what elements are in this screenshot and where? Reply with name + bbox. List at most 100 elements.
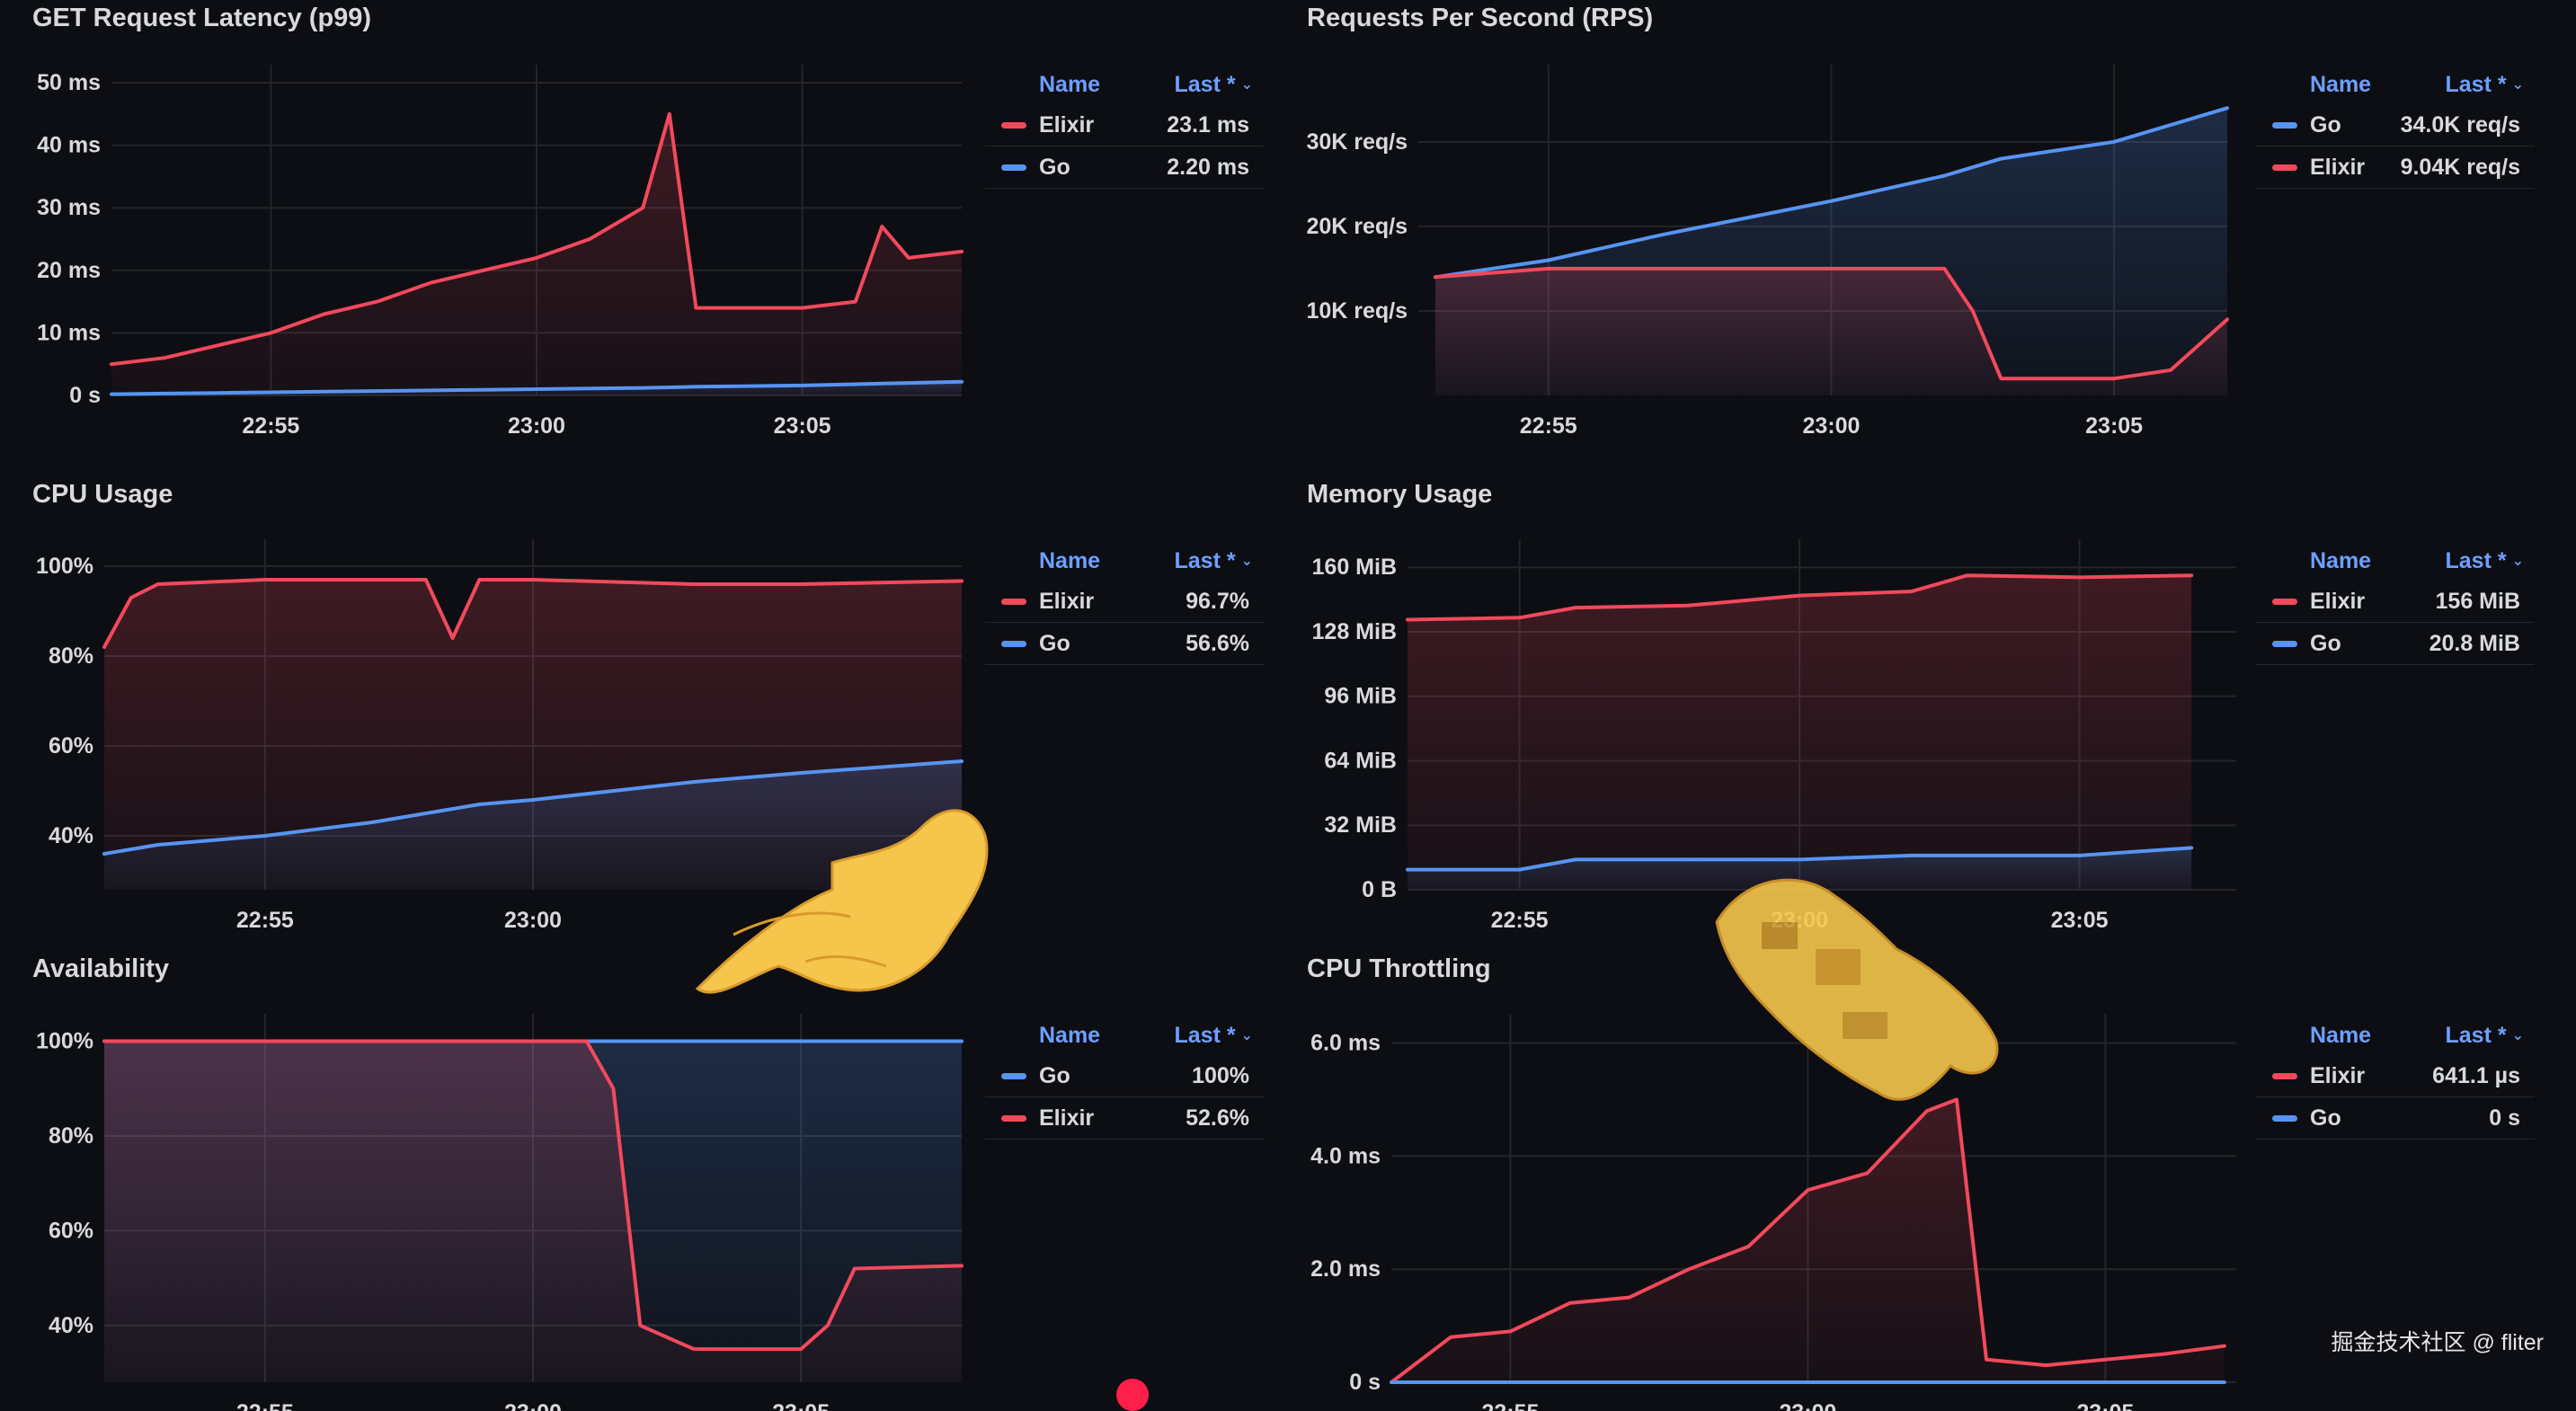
legend-series-name: Elixir [2310, 588, 2366, 614]
legend-series-name: Go [1039, 154, 1070, 180]
legend-row-go[interactable]: Go 100% [985, 1055, 1264, 1097]
legend-header-last[interactable]: Last * ⌄ [2446, 1023, 2525, 1049]
y-tick-label: 100% [36, 1029, 93, 1054]
y-tick-label: 20 ms [37, 258, 101, 283]
y-tick-label: 160 MiB [1312, 555, 1397, 580]
legend: Name Last * ⌄ Elixir 641.1 µs Go 0 s [2256, 1016, 2535, 1140]
legend-header-last-label: Last * [2445, 1022, 2507, 1048]
legend-series-last: 20.8 MiB [2429, 630, 2520, 656]
legend-row-elixir[interactable]: Elixir 96.7% [985, 581, 1264, 623]
series-area-elixir [1435, 268, 2227, 395]
legend: Name Last * ⌄ Go 100% Elixir 52.6% [985, 1016, 1264, 1140]
chart-memory-usage: 0 B 32 MiB 64 MiB 96 MiB 128 MiB 160 MiB 22:55… [1275, 530, 2263, 933]
legend-header: Name Last * ⌄ [2256, 65, 2535, 104]
series-swatch [2272, 1072, 2297, 1079]
x-tick-label: 22:55 [1520, 413, 1577, 439]
chart-svg: 40% 60% 80% 100% 22:55 23:00 [36, 539, 964, 933]
y-tick-label: 64 MiB [1324, 748, 1397, 773]
legend-row-go[interactable]: Go 34.0K req/s [2256, 104, 2535, 146]
legend-header-name[interactable]: Name [2310, 71, 2372, 97]
series-swatch [2272, 598, 2297, 605]
y-tick-label: 10 ms [37, 320, 101, 345]
chart-svg: 0 B 32 MiB 64 MiB 96 MiB 128 MiB 160 MiB 22:55… [1312, 539, 2236, 933]
legend-header-last[interactable]: Last * ⌄ [1175, 72, 1254, 98]
chart-cpu-usage: 40% 60% 80% 100% 22:55 23:00 [0, 530, 989, 933]
legend-series-last: 56.6% [1186, 630, 1249, 656]
y-tick-label: 50 ms [37, 70, 101, 95]
legend-header-last-label: Last * [2445, 547, 2507, 573]
panel-title[interactable]: CPU Usage [32, 480, 173, 509]
series-line-elixir [1390, 1097, 2226, 1384]
x-tick-label: 22:55 [236, 908, 294, 933]
legend-series-name: Elixir [2310, 154, 2366, 180]
series-swatch [2272, 1114, 2297, 1122]
legend-row-elixir[interactable]: Elixir 52.6% [985, 1097, 1264, 1140]
legend-series-name: Go [2310, 111, 2341, 138]
y-tick-label: 20K req/s [1306, 214, 1408, 239]
legend-row-elixir[interactable]: Elixir 641.1 µs [2256, 1055, 2535, 1097]
y-tick-label: 128 MiB [1312, 619, 1397, 644]
legend-header-name[interactable]: Name [1039, 71, 1101, 97]
chart-rps: 10K req/s 20K req/s 30K req/s 22:55 23:00 23:… [1275, 54, 2263, 440]
legend-header: Name Last * ⌄ [2256, 541, 2535, 581]
series-swatch [1001, 121, 1026, 129]
legend-row-elixir[interactable]: Elixir 23.1 ms [985, 104, 1264, 146]
chart-svg: 40% 60% 80% 100% 22:55 23:00 23:05 [36, 1014, 964, 1411]
pointing-hand-icon [1708, 868, 2004, 1124]
series-swatch [2272, 640, 2297, 647]
panel-title[interactable]: Availability [32, 954, 170, 983]
legend-header-last[interactable]: Last * ⌄ [2446, 72, 2525, 98]
series-area-elixir [104, 1041, 962, 1382]
legend-row-go[interactable]: Go 0 s [2256, 1097, 2535, 1140]
series-line-elixir [1433, 266, 2229, 381]
legend: Name Last * ⌄ Elixir 23.1 ms Go 2.20 ms [985, 65, 1264, 189]
y-tick-label: 40 ms [37, 133, 101, 158]
panel-availability: Availability 40% 60% 80% 100% 22:55 23:00 23:0… [0, 951, 1276, 1411]
legend-header-last[interactable]: Last * ⌄ [1175, 548, 1254, 574]
legend-header-name[interactable]: Name [1039, 547, 1101, 573]
legend-series-last: 2.20 ms [1167, 154, 1249, 180]
legend-row-elixir[interactable]: Elixir 156 MiB [2256, 581, 2535, 623]
legend-header-name[interactable]: Name [2310, 547, 2372, 573]
x-tick-label: 23:05 [772, 1400, 830, 1411]
legend-series-last: 100% [1192, 1062, 1249, 1088]
series-swatch [1001, 640, 1026, 647]
y-tick-label: 80% [49, 643, 93, 669]
legend-row-elixir[interactable]: Elixir 9.04K req/s [2256, 146, 2535, 189]
y-tick-label: 32 MiB [1324, 812, 1397, 838]
chart-svg: 0 s 10 ms 20 ms 30 ms 40 ms 50 ms 22:55 23:00 23… [37, 65, 964, 439]
x-tick-label: 23:05 [774, 413, 831, 439]
chevron-down-icon: ⌄ [1240, 1028, 1253, 1043]
x-tick-label: 23:00 [1802, 413, 1860, 439]
series-line-go [1433, 106, 2229, 280]
x-tick-label: 23:00 [504, 908, 562, 933]
chevron-down-icon: ⌄ [1240, 554, 1253, 569]
series-line-go [102, 759, 964, 856]
y-tick-label: 30 ms [37, 195, 101, 220]
legend-row-go[interactable]: Go 56.6% [985, 623, 1264, 665]
y-tick-label: 10K req/s [1306, 298, 1408, 324]
x-tick-label: 23:00 [1779, 1400, 1836, 1411]
y-tick-label: 0 s [69, 383, 101, 408]
y-tick-label: 96 MiB [1324, 684, 1397, 709]
panel-title[interactable]: Requests Per Second (RPS) [1307, 4, 1654, 32]
x-tick-label: 23:05 [2076, 1400, 2134, 1411]
series-line-elixir [110, 111, 964, 367]
panel-title[interactable]: CPU Throttling [1307, 954, 1491, 983]
panel-title[interactable]: Memory Usage [1307, 480, 1493, 509]
legend-header-name[interactable]: Name [1039, 1022, 1101, 1048]
legend-header-last[interactable]: Last * ⌄ [1175, 1023, 1254, 1049]
chevron-down-icon: ⌄ [2511, 77, 2524, 93]
x-tick-label: 23:05 [2085, 413, 2143, 439]
legend-header-last[interactable]: Last * ⌄ [2446, 548, 2525, 574]
chevron-down-icon: ⌄ [1240, 77, 1253, 93]
legend-row-go[interactable]: Go 20.8 MiB [2256, 623, 2535, 665]
y-tick-label: 0 s [1349, 1370, 1381, 1395]
series-line-go [1406, 846, 2194, 872]
legend-header-name[interactable]: Name [2310, 1022, 2372, 1048]
legend-row-go[interactable]: Go 2.20 ms [985, 146, 1264, 189]
y-tick-label: 80% [49, 1123, 93, 1149]
series-area-elixir [1391, 1099, 2225, 1382]
chevron-down-icon: ⌄ [2511, 554, 2524, 569]
panel-title[interactable]: GET Request Latency (p99) [32, 4, 372, 32]
